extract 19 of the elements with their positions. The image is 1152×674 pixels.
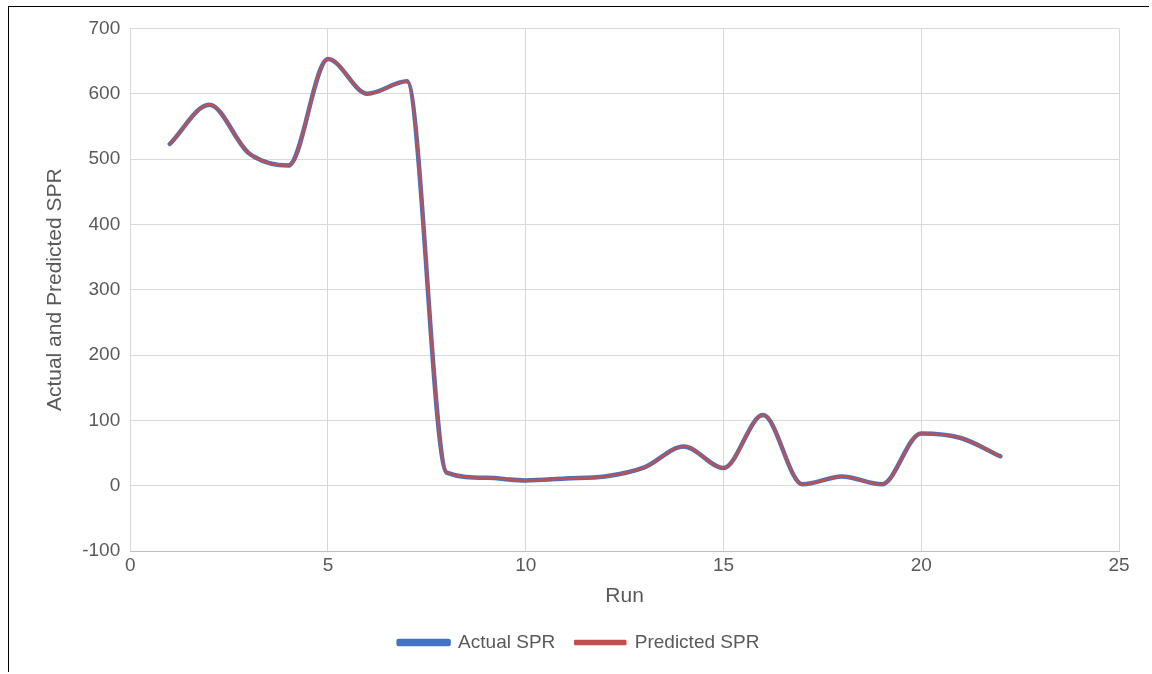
y-tick-label: 100 xyxy=(88,408,121,430)
y-tick-label: 300 xyxy=(88,277,121,299)
legend-label: Actual SPR xyxy=(458,630,556,652)
y-tick-label: 200 xyxy=(88,343,121,365)
y-tick-label: 600 xyxy=(88,81,121,103)
x-tick-label: 20 xyxy=(910,553,932,575)
y-axis-title: Actual and Predicted SPR xyxy=(42,168,66,412)
y-tick-label: 700 xyxy=(88,16,121,38)
y-tick-label: 0 xyxy=(109,473,121,495)
y-tick-label: -100 xyxy=(82,539,121,561)
y-tick-label: 500 xyxy=(88,147,121,169)
x-tick-label: 25 xyxy=(1108,553,1130,575)
x-tick-label: 0 xyxy=(124,553,136,575)
x-tick-label: 5 xyxy=(322,553,334,575)
y-tick-label: 400 xyxy=(88,212,121,234)
x-axis-title: Run xyxy=(605,583,644,607)
x-tick-label: 15 xyxy=(712,553,735,575)
x-tick-label: 10 xyxy=(515,553,537,575)
legend-label: Predicted SPR xyxy=(634,630,760,652)
